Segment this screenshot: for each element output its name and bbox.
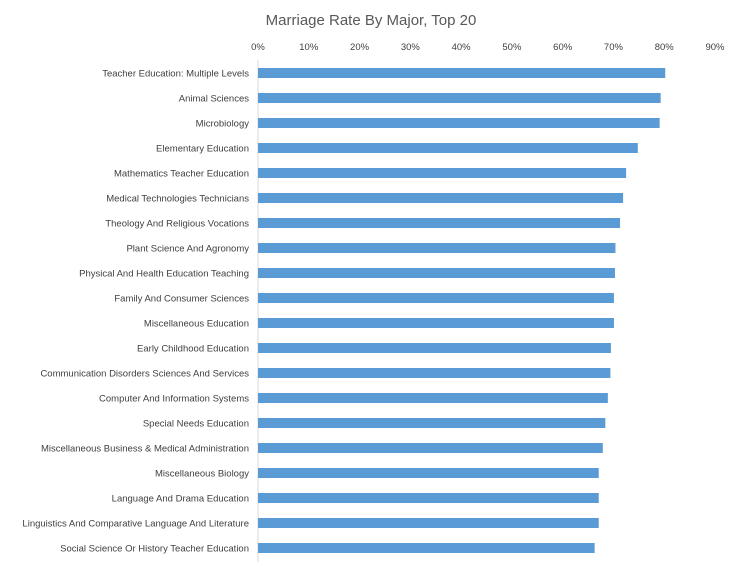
x-tick-label: 40%	[452, 42, 472, 53]
x-tick-label: 30%	[401, 42, 421, 53]
x-tick-label: 10%	[299, 42, 319, 53]
category-label: Social Science Or History Teacher Educat…	[60, 544, 249, 555]
bar	[258, 193, 624, 203]
bar	[258, 543, 595, 553]
bar	[258, 393, 608, 403]
category-label: Theology And Religious Vocations	[105, 219, 249, 230]
bar	[258, 93, 661, 103]
bar	[258, 418, 606, 428]
category-label: Animal Sciences	[179, 94, 249, 105]
category-label: Elementary Education	[156, 144, 249, 155]
x-tick-label: 60%	[553, 42, 573, 53]
bar	[258, 493, 599, 503]
category-labels: Teacher Education: Multiple Levels Animal…	[22, 69, 249, 555]
bar	[258, 118, 660, 128]
bar	[258, 168, 627, 178]
category-label: Communication Disorders Sciences And Ser…	[40, 369, 249, 380]
category-label: Miscellaneous Biology	[155, 469, 249, 480]
bar	[258, 318, 614, 328]
bar	[258, 468, 599, 478]
x-tick-label: 80%	[655, 42, 675, 53]
bar	[258, 368, 611, 378]
x-tick-label: 20%	[350, 42, 370, 53]
category-label: Miscellaneous Education	[144, 319, 249, 330]
x-tick-label: 70%	[604, 42, 624, 53]
bar	[258, 343, 611, 353]
bar	[258, 518, 599, 528]
category-label: Family And Consumer Sciences	[114, 294, 249, 305]
category-label: Computer And Information Systems	[99, 394, 249, 405]
category-label: Language And Drama Education	[112, 494, 249, 505]
x-tick-label: 50%	[502, 42, 522, 53]
category-label: Miscellaneous Business & Medical Adminis…	[41, 444, 249, 455]
bar	[258, 218, 621, 228]
bar	[258, 268, 615, 278]
category-label: Physical And Health Education Teaching	[79, 269, 249, 280]
category-label: Medical Technologies Technicians	[106, 194, 249, 205]
bar	[258, 143, 638, 153]
bar	[258, 443, 603, 453]
x-axis-ticks: 0% 10% 20% 30% 40% 50% 60% 70% 80% 90%	[251, 42, 725, 53]
chart-title: Marriage Rate By Major, Top 20	[266, 12, 477, 29]
bar	[258, 243, 616, 253]
category-label: Teacher Education: Multiple Levels	[102, 69, 249, 80]
bar	[258, 293, 614, 303]
x-tick-label: 0%	[251, 42, 265, 53]
category-label: Microbiology	[196, 119, 250, 130]
category-label: Linguistics And Comparative Language And…	[22, 519, 249, 530]
x-tick-label: 90%	[705, 42, 725, 53]
bar	[258, 68, 666, 78]
category-label: Special Needs Education	[143, 419, 249, 430]
category-label: Early Childhood Education	[137, 344, 249, 355]
category-label: Plant Science And Agronomy	[126, 244, 249, 255]
bars	[258, 68, 666, 553]
category-label: Mathematics Teacher Education	[114, 169, 249, 180]
